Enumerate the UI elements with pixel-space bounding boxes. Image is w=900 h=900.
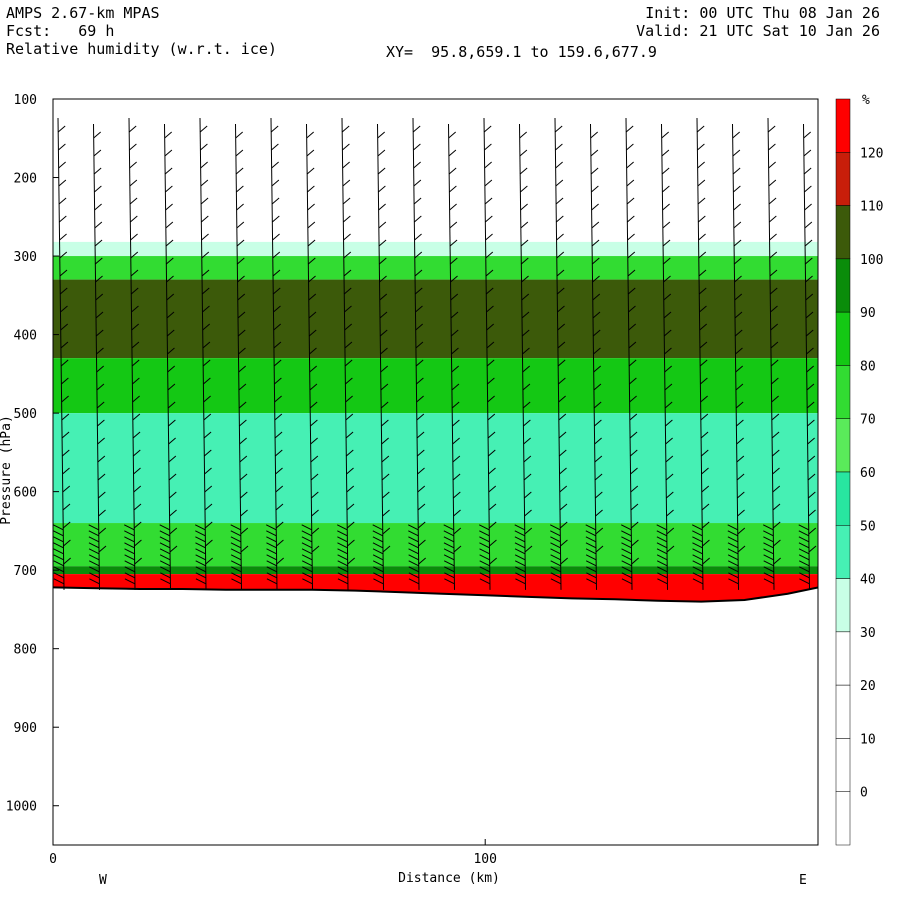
colorbar-swatch [835,738,851,792]
colorbar-swatch [835,205,851,260]
y-tick-label: 700 [14,564,37,579]
y-tick-label: 900 [14,721,37,736]
wind-barb-column [88,123,107,590]
field-name: Relative humidity (w.r.t. ice) [6,40,277,58]
valid-time: Valid: 21 UTC Sat 10 Jan 26 [636,22,880,40]
wind-barb-column [230,123,249,590]
y-tick-label: 500 [14,407,37,422]
colorbar-swatch [835,471,851,526]
plot-frame [52,98,819,846]
colorbar-label: 70 [860,413,876,428]
wind-barb-column [656,123,675,590]
rh-layer-4 [53,413,818,524]
colorbar-label: 110 [860,200,883,215]
wind-barb-column [159,123,178,590]
forecast-hour: Fcst: 69 h [6,22,115,40]
rh-layer-0 [53,241,818,257]
wind-barb-column [301,123,320,590]
y-tick-label: 600 [14,486,37,501]
colorbar-swatch [835,258,851,313]
rh-layer-2 [53,279,818,359]
colorbar-swatch [835,684,851,739]
colorbar-swatch [835,365,851,419]
rh-layer-6 [53,566,818,575]
colorbar-label: 30 [860,626,876,641]
y-tick-label: 800 [14,643,37,658]
colorbar-unit: % [862,93,870,108]
wind-barb-column [727,123,746,590]
colorbar-swatch [835,152,851,206]
y-axis-label: Pressure (hPa) [0,415,14,525]
colorbar-label: 0 [860,786,868,801]
y-tick-label: 100 [14,93,37,108]
x-end-label-west: W [99,873,107,888]
terrain-fill [53,587,818,845]
x-tick-label: 100 [473,852,496,867]
wind-barb-column [124,117,142,590]
wind-barb-column [692,117,710,590]
colorbar-label: 60 [860,466,876,481]
colorbar-swatch [835,525,851,579]
wind-barb-column [443,123,462,590]
wind-barb-column [550,117,568,590]
colorbar-label: 80 [860,359,876,374]
y-tick-label: 1000 [6,800,37,815]
colorbar-swatch [835,98,851,153]
wind-barb-column [514,123,533,590]
colorbar-label: 10 [860,732,876,747]
rh-layer-1 [53,256,818,280]
wind-barb-column [408,117,426,590]
colorbar-label: 20 [860,679,876,694]
wind-barb-column [266,117,284,590]
x-end-label-east: E [799,873,807,888]
x-axis-label: Distance (km) [398,871,500,886]
rh-layer-3 [53,358,818,414]
wind-barb-column [585,123,604,590]
colorbar-swatch [835,791,851,846]
x-tick-label: 0 [49,852,57,867]
colorbar-swatch [835,311,851,366]
colorbar-label: 50 [860,519,876,534]
colorbar-swatch [835,418,851,473]
cross-section-endpoints: XY= 95.8,659.1 to 159.6,677.9 [386,43,657,61]
wind-barb-column [798,123,817,590]
rh-layer-5 [53,523,818,567]
terrain-surface-line [53,586,818,603]
y-tick-label: 200 [14,172,37,187]
model-title: AMPS 2.67-km MPAS [6,4,160,22]
wind-barb-column [479,117,497,590]
wind-barb-column [372,123,391,590]
colorbar-label: 120 [860,146,883,161]
colorbar-swatch [835,578,851,633]
init-time: Init: 00 UTC Thu 08 Jan 26 [645,4,880,22]
y-tick-label: 300 [14,250,37,265]
colorbar-label: 90 [860,306,876,321]
y-tick-label: 400 [14,329,37,344]
wind-barb-column [763,117,781,590]
wind-barb-column [337,117,355,590]
colorbar-label: 40 [860,573,876,588]
wind-barb-column [53,117,71,590]
wind-barb-column [621,117,639,590]
colorbar-label: 100 [860,253,883,268]
wind-barb-column [195,117,213,590]
colorbar-swatch [835,631,851,686]
